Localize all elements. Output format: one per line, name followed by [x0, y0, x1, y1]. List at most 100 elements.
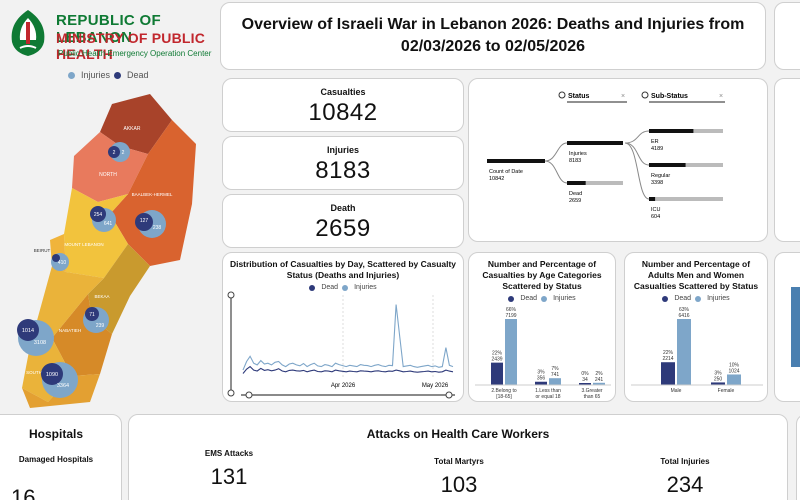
- region-label-beirut: BEIRUT: [34, 248, 51, 253]
- bubble-baalbek[interactable]: 127 238: [135, 210, 166, 238]
- bubble-bekaa-dead: 71: [89, 312, 95, 318]
- status-tree[interactable]: Status × Sub-Status × Count of Date 1084…: [468, 78, 768, 242]
- bar-value-label: 7199: [505, 313, 516, 319]
- age-chart-legend: Dead Injuries: [469, 295, 615, 302]
- kpi-injuries-value: 8183: [315, 157, 371, 184]
- bar-injuries-1: [727, 374, 741, 385]
- region-label-mount-lebanon: MOUNT LEBANON: [64, 242, 103, 247]
- map-legend: Injuries Dead: [68, 70, 149, 80]
- region-nabatieh: [52, 294, 112, 376]
- bubble-south[interactable]: 1014 3108: [17, 319, 54, 356]
- region-baalbek: [110, 120, 196, 266]
- bar-injuries-0: [505, 319, 517, 385]
- bubble-baalbek-dead: 127: [140, 218, 149, 224]
- substatus-er-label: ER: [651, 139, 659, 145]
- damaged-hospitals-label: Damaged Hospitals: [18, 455, 94, 464]
- bubble-south-dead: 1014: [22, 328, 34, 334]
- daily-chart-plot[interactable]: Apr 2026 May 2026: [223, 291, 465, 403]
- dead-legend-dot: [114, 71, 122, 79]
- daily-chart-legend: Dead Injuries: [223, 284, 463, 291]
- status-label: Status: [568, 93, 590, 100]
- total-martyrs-label: Total Martyrs: [434, 457, 484, 466]
- substatus-bar-bg: [649, 197, 723, 201]
- region-label-baalbek: BAALBEK-HERMEL: [132, 192, 173, 197]
- legend-dead: Dead: [520, 295, 538, 302]
- status-bar-0: [567, 141, 623, 145]
- region-label-south: SOUTH: [26, 370, 42, 375]
- bubble-nabatieh-dead: 1090: [46, 372, 58, 378]
- region-south: [22, 266, 104, 402]
- total-martyrs: Total Martyrs 103: [409, 457, 509, 498]
- substatus-icu-value: 604: [651, 214, 660, 220]
- bubble-mount-lebanon[interactable]: 254 641: [90, 206, 116, 232]
- bar-pct-label: 63%: [679, 307, 690, 313]
- bar-value-label: 741: [551, 372, 560, 378]
- series-line-injuries: [242, 304, 454, 371]
- bubble-akkar[interactable]: 2 2: [108, 142, 130, 162]
- bubble-akkar-injuries: 2: [122, 150, 125, 156]
- substatus-header[interactable]: Sub-Status ×: [641, 91, 725, 103]
- bar-pct-label: 22%: [663, 350, 674, 356]
- kpi-injuries-label: Injuries: [326, 145, 359, 155]
- dashboard-title: Overview of Israeli War in Lebanon 2026:…: [220, 2, 766, 70]
- bar-value-label: 241: [595, 377, 604, 383]
- ems-attacks: EMS Attacks 131: [189, 449, 269, 490]
- bubble-south-injuries: 3108: [34, 340, 46, 346]
- total-injuries-value: 234: [666, 472, 704, 497]
- age-chart-plot[interactable]: 22%2439 66%7199 2.Belong to[18-65] 3%356 7%7…: [469, 293, 617, 403]
- category-label: or equal 18: [535, 394, 560, 400]
- legend-injuries: Injuries: [707, 295, 730, 302]
- injuries-legend-dot: [68, 71, 75, 79]
- bar-pct-label: 3%: [714, 370, 722, 376]
- side-chart-card: [774, 252, 800, 402]
- substatus-label: Sub-Status: [651, 93, 688, 100]
- category-label: 2.Belong to: [491, 388, 517, 394]
- bar-dead-2: [579, 383, 591, 385]
- health-emblem-icon: [11, 10, 45, 56]
- status-header[interactable]: Status ×: [558, 91, 627, 103]
- region-label-akkar: AKKAR: [124, 126, 141, 132]
- substatus-regular-label: Regular: [651, 173, 670, 179]
- legend-dead: Dead: [674, 295, 692, 302]
- substatus-regular-value: 3398: [651, 180, 663, 186]
- legend-injuries: Injuries: [354, 284, 377, 291]
- gender-chart-plot[interactable]: 22%2214 63%6416 Male 3%250 10%1024 Female: [625, 293, 769, 403]
- bubble-nabatieh[interactable]: 1090 3364: [41, 362, 78, 398]
- bar-pct-label: 0%: [581, 371, 589, 377]
- attacks-card: Attacks on Health Care Workers EMS Attac…: [128, 414, 788, 500]
- bubble-beirut[interactable]: 410: [51, 253, 69, 271]
- kpi-death-label: Death: [330, 203, 356, 213]
- bubble-bekaa[interactable]: 71 239: [83, 307, 109, 333]
- total-martyrs-value: 103: [440, 472, 478, 497]
- status-dead-label: Dead: [569, 191, 582, 197]
- bubble-mount-lebanon-injuries: 641: [104, 221, 113, 227]
- category-label: Female: [718, 388, 735, 394]
- attacks-title: Attacks on Health Care Workers: [366, 427, 550, 441]
- category-label: 1.Less than: [535, 388, 561, 394]
- gender-chart-title: Number and Percentage of Adults Men and …: [633, 259, 759, 291]
- bar-pct-label: 10%: [729, 362, 740, 368]
- bar-value-label: 34: [582, 377, 588, 383]
- status-bar-1: [567, 181, 586, 185]
- kpi-casualties: Casualties 10842: [222, 78, 464, 132]
- bar-injuries-2: [593, 382, 605, 385]
- substatus-icu-label: ICU: [651, 207, 661, 213]
- partial-bar: [791, 287, 800, 367]
- category-label: than 65: [584, 394, 601, 400]
- kpi-injuries: Injuries 8183: [222, 136, 464, 190]
- y-slider-handle-top: [227, 291, 235, 299]
- region-akkar: [100, 94, 172, 154]
- lebanon-map[interactable]: AKKAR NORTH BAALBEK-HERMEL MOUNT LEBANON…: [0, 84, 216, 410]
- close-icon: ×: [719, 93, 723, 100]
- kpi-casualties-label: Casualties: [320, 87, 366, 97]
- age-chart-title: Number and Percentage of Casualties by A…: [482, 259, 602, 291]
- bulb-icon: [558, 91, 566, 99]
- bubble-bekaa-injuries: 239: [96, 323, 105, 329]
- substatus-bar-1: [649, 163, 686, 167]
- bubble-nabatieh-injuries: 3364: [57, 383, 69, 389]
- bar-value-label: 2439: [491, 357, 502, 363]
- bubble-beirut-injuries: 410: [58, 260, 67, 266]
- date-filter-card[interactable]: [774, 2, 800, 70]
- bar-dead-1: [535, 381, 547, 385]
